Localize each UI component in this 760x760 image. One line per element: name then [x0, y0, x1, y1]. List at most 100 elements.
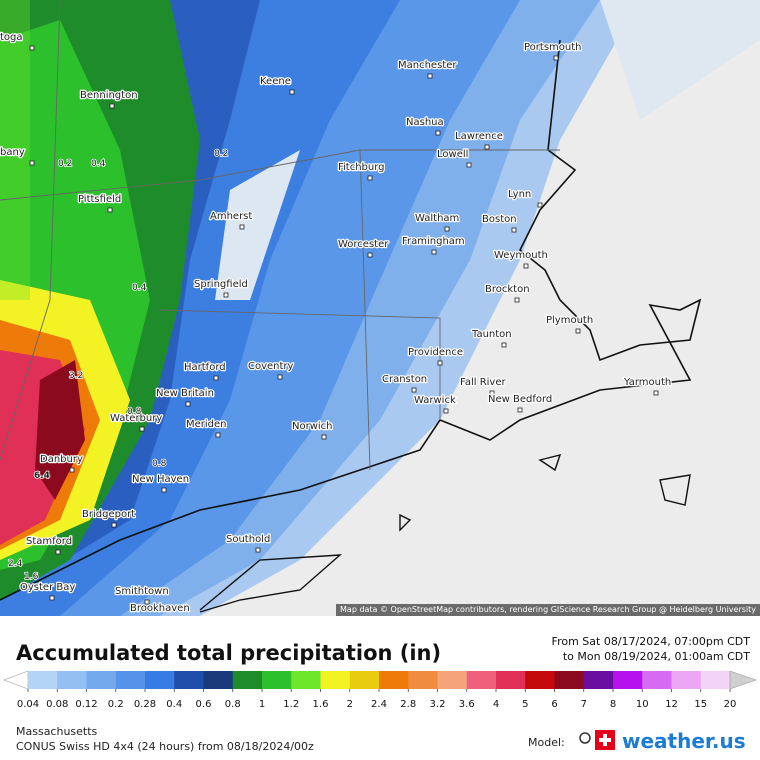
color-cell — [115, 671, 146, 689]
contour-label: 3.2 — [69, 371, 83, 381]
city-marker — [484, 144, 490, 150]
city-label: Weymouth — [494, 250, 548, 261]
city-marker — [653, 390, 659, 396]
city-label: Boston — [482, 214, 517, 225]
city-label: Lawrence — [455, 131, 503, 142]
tick-label: 10 — [636, 699, 649, 710]
tick-label: 3.2 — [430, 699, 446, 710]
color-cell — [28, 671, 58, 689]
color-cell — [613, 671, 643, 689]
city-marker — [109, 103, 115, 109]
city-label: Pittsfield — [78, 194, 121, 205]
tick-label: 2 — [347, 699, 353, 710]
city-marker — [437, 360, 443, 366]
city-label: Meriden — [186, 419, 227, 430]
city-label: Plymouth — [546, 315, 593, 326]
map: toga Portsmouth Manchester Keene Bennington N… — [0, 0, 760, 616]
city-label: bany — [0, 147, 25, 158]
city-label: Taunton — [471, 329, 512, 340]
model-info: CONUS Swiss HD 4x4 (24 hours) from 08/18… — [16, 740, 314, 753]
city-marker — [215, 432, 221, 438]
contour-label: 2.4 — [8, 559, 23, 569]
color-cell — [174, 671, 204, 689]
city-marker — [443, 408, 449, 414]
contour-label: 1.6 — [24, 572, 39, 582]
city-label: New Britain — [156, 388, 214, 399]
city-label: Norwich — [292, 421, 333, 432]
city-label: Amherst — [210, 211, 252, 222]
tick-label: 1.2 — [283, 699, 299, 710]
contour-label: 0.2 — [58, 159, 72, 169]
city-marker — [69, 467, 75, 473]
city-label: Bridgeport — [82, 509, 135, 520]
tick-label: 5 — [522, 699, 528, 710]
contour-labels: 0.2 0.4 0.2 0.4 3.2 0.8 0.8 6.4 2.41.6 — [7, 148, 229, 583]
city-marker — [501, 342, 507, 348]
city-marker — [185, 401, 191, 407]
city-label: Cranston — [382, 374, 427, 385]
city-label: Warwick — [414, 395, 456, 406]
tick-label: 4 — [493, 699, 499, 710]
city-marker — [139, 426, 145, 432]
city-marker — [213, 375, 219, 381]
city-marker — [161, 487, 167, 493]
city-label: Bennington — [80, 90, 138, 101]
city-marker — [277, 374, 283, 380]
color-bar: 0.04 0.08 0.12 0.2 0.28 0.4 0.6 0.8 1 1.2 1.6 2 2.4 2… — [3, 670, 757, 710]
city-marker — [111, 522, 117, 528]
city-marker — [435, 130, 441, 136]
city-label: New Haven — [132, 474, 189, 485]
city-marker — [255, 547, 261, 553]
color-cell — [86, 671, 117, 689]
tick-label: 0.8 — [225, 699, 241, 710]
color-cell — [554, 671, 585, 689]
tick-label: 0.28 — [134, 699, 156, 710]
tick-label: 12 — [665, 699, 678, 710]
city-label: Fitchburg — [338, 162, 385, 173]
city-marker — [29, 160, 35, 166]
color-cell — [642, 671, 672, 689]
city-marker — [367, 252, 373, 258]
city-label: Brookhaven — [130, 603, 190, 614]
tick-label: 15 — [694, 699, 707, 710]
city-label: Lynn — [508, 189, 531, 200]
tick-label: 0.4 — [166, 699, 182, 710]
color-cell — [437, 671, 468, 689]
tick-label: 0.2 — [108, 699, 124, 710]
city-label: Stamford — [26, 536, 72, 547]
city-marker — [144, 599, 150, 605]
contour-label: 0.8 — [152, 459, 167, 469]
color-cell — [408, 671, 438, 689]
city-label: Coventry — [248, 361, 294, 372]
tick-label: 1 — [259, 699, 265, 710]
tick-label: 8 — [610, 699, 616, 710]
city-marker — [411, 387, 417, 393]
brand: weather.us — [622, 729, 746, 753]
color-cell — [232, 671, 263, 689]
city-label: Nashua — [406, 117, 444, 128]
tick-label: 2.4 — [371, 699, 387, 710]
city-label: Yarmouth — [623, 377, 671, 388]
city-marker — [29, 45, 35, 51]
city-marker — [575, 328, 581, 334]
color-cell — [57, 671, 87, 689]
city-label: Oyster Bay — [20, 582, 75, 593]
contour-label: 6.4 — [34, 471, 50, 481]
color-cell — [320, 671, 351, 689]
tick-label: 1.6 — [313, 699, 329, 710]
city-label: Keene — [260, 76, 291, 87]
city-marker — [321, 434, 327, 440]
city-marker — [523, 263, 529, 269]
tick-label: 0.08 — [46, 699, 68, 710]
color-cell — [262, 671, 292, 689]
contour-label: 0.2 — [214, 149, 228, 159]
city-label: toga — [0, 32, 23, 43]
contour-label: 0.8 — [127, 407, 142, 417]
city-marker — [511, 227, 517, 233]
tick-label: 0.12 — [75, 699, 97, 710]
color-cell — [496, 671, 526, 689]
city-marker — [55, 549, 61, 555]
city-marker — [367, 175, 373, 181]
date-from: From Sat 08/17/2024, 07:00pm CDT — [552, 635, 751, 648]
